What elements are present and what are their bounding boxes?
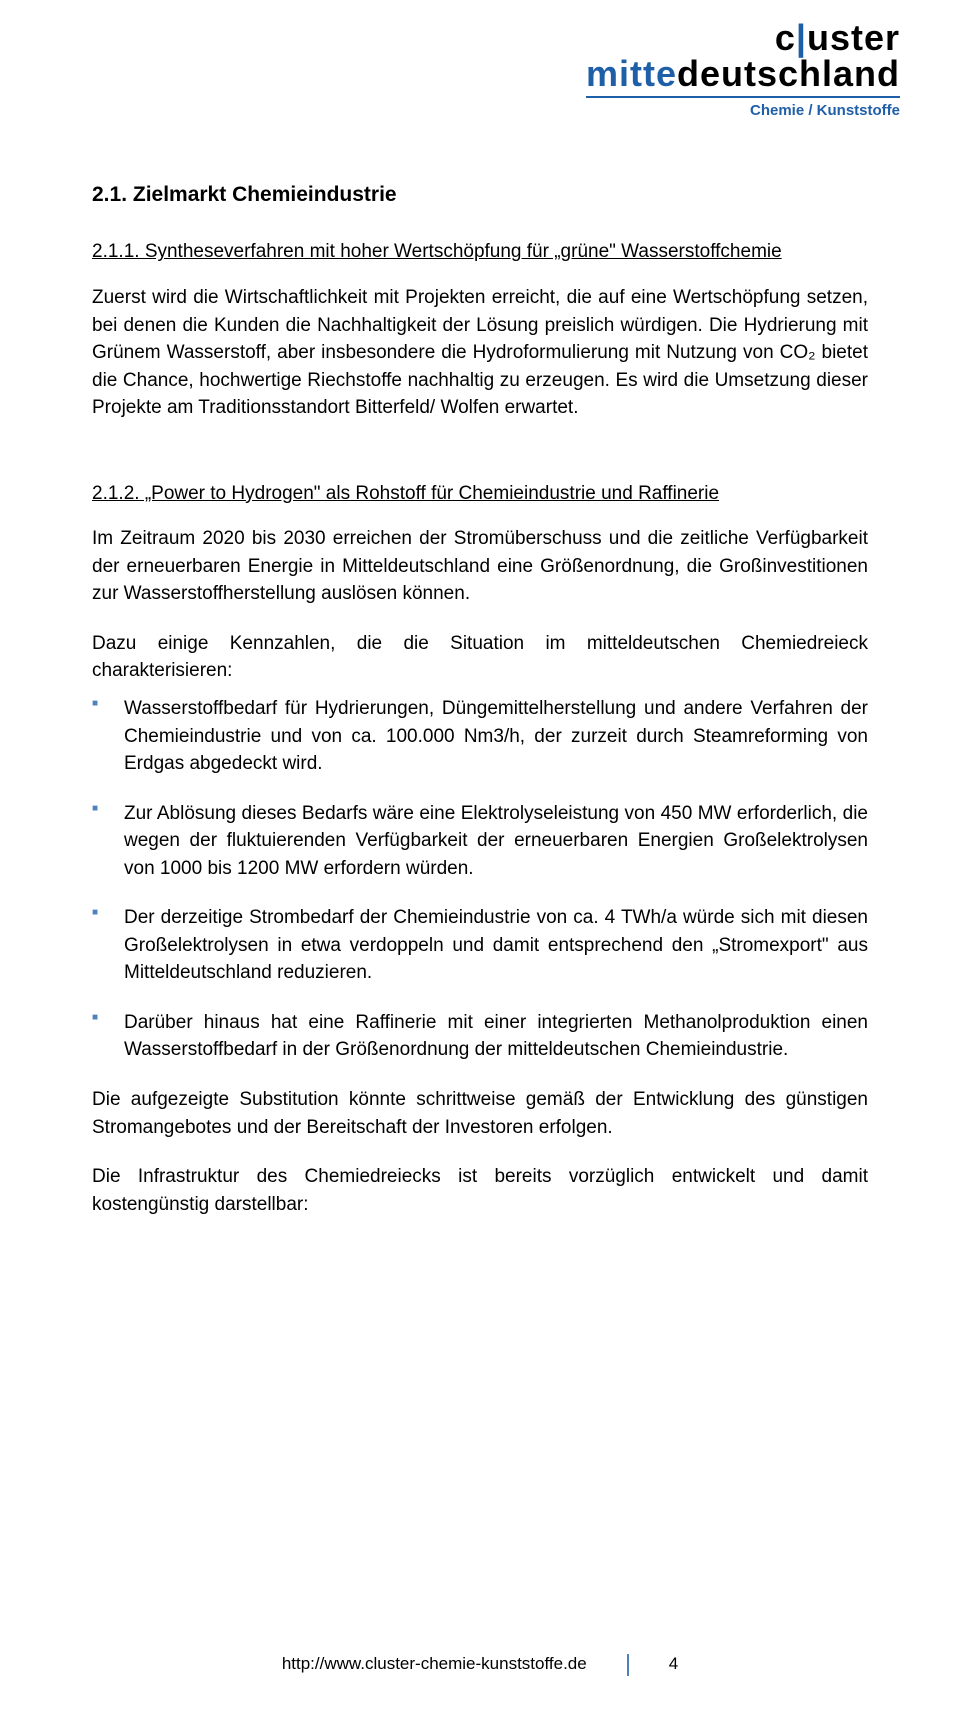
- bullet-list: Wasserstoffbedarf für Hydrierungen, Düng…: [92, 695, 868, 1064]
- paragraph: Im Zeitraum 2020 bis 2030 erreichen der …: [92, 525, 868, 608]
- logo-divider: [586, 96, 900, 98]
- logo-line-2: mittedeutschland: [586, 56, 900, 92]
- paragraph: Die Infrastruktur des Chemiedreiecks ist…: [92, 1163, 868, 1218]
- document-page: c|uster mittedeutschland Chemie / Kunsts…: [0, 0, 960, 1721]
- footer-url: http://www.cluster-chemie-kunststoffe.de: [282, 1652, 587, 1677]
- heading-2-1-2: 2.1.2. „Power to Hydrogen" als Rohstoff …: [92, 480, 868, 508]
- logo-line-1: c|uster: [586, 20, 900, 56]
- logo-text-blue: mitte: [586, 53, 677, 94]
- document-body: 2.1. Zielmarkt Chemieindustrie 2.1.1. Sy…: [92, 180, 868, 1218]
- list-item: Darüber hinaus hat eine Raffinerie mit e…: [124, 1009, 868, 1064]
- footer-separator: [627, 1654, 629, 1676]
- paragraph: Zuerst wird die Wirtschaftlichkeit mit P…: [92, 284, 868, 422]
- page-footer: http://www.cluster-chemie-kunststoffe.de…: [0, 1652, 960, 1677]
- logo-text: deutschland: [677, 53, 900, 94]
- brand-logo: c|uster mittedeutschland Chemie / Kunsts…: [586, 20, 900, 122]
- logo-subtitle: Chemie / Kunststoffe: [586, 100, 900, 122]
- list-item: Wasserstoffbedarf für Hydrierungen, Düng…: [124, 695, 868, 778]
- heading-2-1-1: 2.1.1. Syntheseverfahren mit hoher Werts…: [92, 238, 868, 266]
- list-item: Zur Ablösung dieses Bedarfs wäre eine El…: [124, 800, 868, 883]
- spacer: [92, 444, 868, 480]
- list-item: Der derzeitige Strombedarf der Chemieind…: [124, 904, 868, 987]
- paragraph: Die aufgezeigte Substitution könnte schr…: [92, 1086, 868, 1141]
- logo-pipe: |: [796, 17, 807, 58]
- heading-2-1: 2.1. Zielmarkt Chemieindustrie: [92, 180, 868, 210]
- logo-text: uster: [807, 17, 900, 58]
- paragraph: Dazu einige Kennzahlen, die die Situatio…: [92, 630, 868, 685]
- page-number: 4: [669, 1652, 678, 1677]
- logo-text: c: [775, 17, 796, 58]
